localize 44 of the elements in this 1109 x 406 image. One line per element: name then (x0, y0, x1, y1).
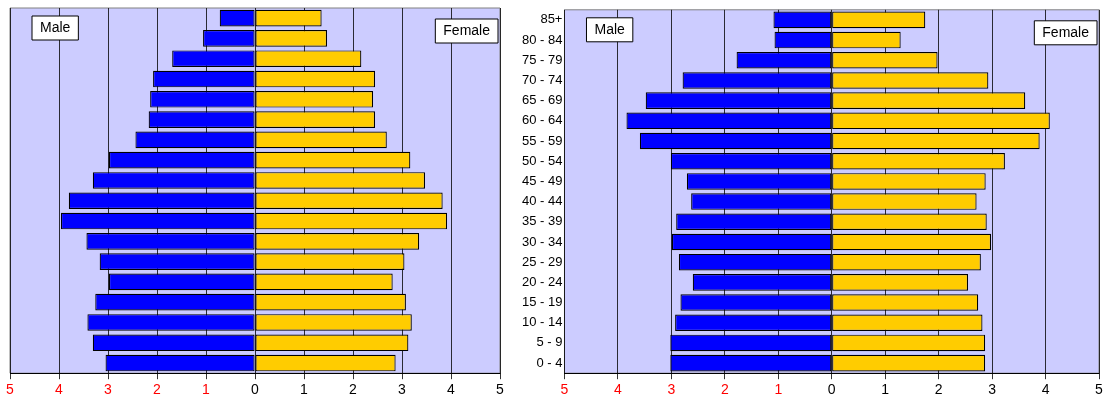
y-tick-label: 45 - 49 (521, 172, 563, 188)
x-tick-label: 1 (300, 381, 309, 398)
y-tick-label: 75 - 79 (521, 51, 563, 67)
x-tick-label: 4 (614, 381, 623, 398)
y-tick-label: 85+ (540, 11, 563, 27)
x-tick-label: 1 (202, 381, 211, 398)
x-tick-label: 4 (447, 381, 456, 398)
x-tick-label: 2 (153, 381, 162, 398)
annotation: Female (1042, 23, 1090, 40)
y-tick-label: 5 - 9 (536, 334, 563, 350)
y-tick-label: 55 - 59 (521, 132, 563, 148)
x-tick-label: 3 (104, 381, 113, 398)
y-tick-label: 35 - 39 (521, 213, 563, 229)
y-tick-label: 10 - 14 (521, 314, 563, 330)
y-tick-label: 30 - 34 (521, 233, 563, 249)
annotation: Female (443, 21, 491, 38)
y-tick-label: 0 - 4 (536, 354, 563, 370)
x-tick-label: 3 (398, 381, 407, 398)
y-tick-label: 50 - 54 (521, 152, 563, 168)
x-tick-label: 2 (934, 381, 943, 398)
x-tick-label: 3 (988, 381, 997, 398)
y-tick-label: 15 - 19 (521, 294, 563, 310)
y-tick-label: 25 - 29 (521, 253, 563, 269)
x-tick-label: 4 (55, 381, 64, 398)
x-tick-label: 2 (720, 381, 729, 398)
x-tick-label: 3 (667, 381, 676, 398)
x-tick-label: 2 (349, 381, 358, 398)
x-tick-label: 5 (496, 381, 505, 398)
x-tick-label: 4 (1041, 381, 1050, 398)
y-tick-label: 70 - 74 (521, 72, 563, 88)
x-tick-label: 5 (6, 381, 15, 398)
y-tick-label: 20 - 24 (521, 273, 563, 289)
x-tick-label: 0 (251, 381, 260, 398)
x-tick-label: 5 (560, 381, 569, 398)
annotation: Male (39, 18, 71, 35)
x-tick-label: 1 (881, 381, 890, 398)
x-tick-label: 5 (1095, 381, 1104, 398)
y-tick-label: 40 - 44 (521, 193, 563, 209)
y-tick-label: 80 - 84 (521, 31, 563, 47)
x-tick-label: 0 (827, 381, 836, 398)
x-tick-label: 1 (774, 381, 783, 398)
annotation: Male (594, 20, 626, 37)
y-tick-label: 65 - 69 (521, 92, 563, 108)
y-tick-label: 60 - 64 (521, 112, 563, 128)
